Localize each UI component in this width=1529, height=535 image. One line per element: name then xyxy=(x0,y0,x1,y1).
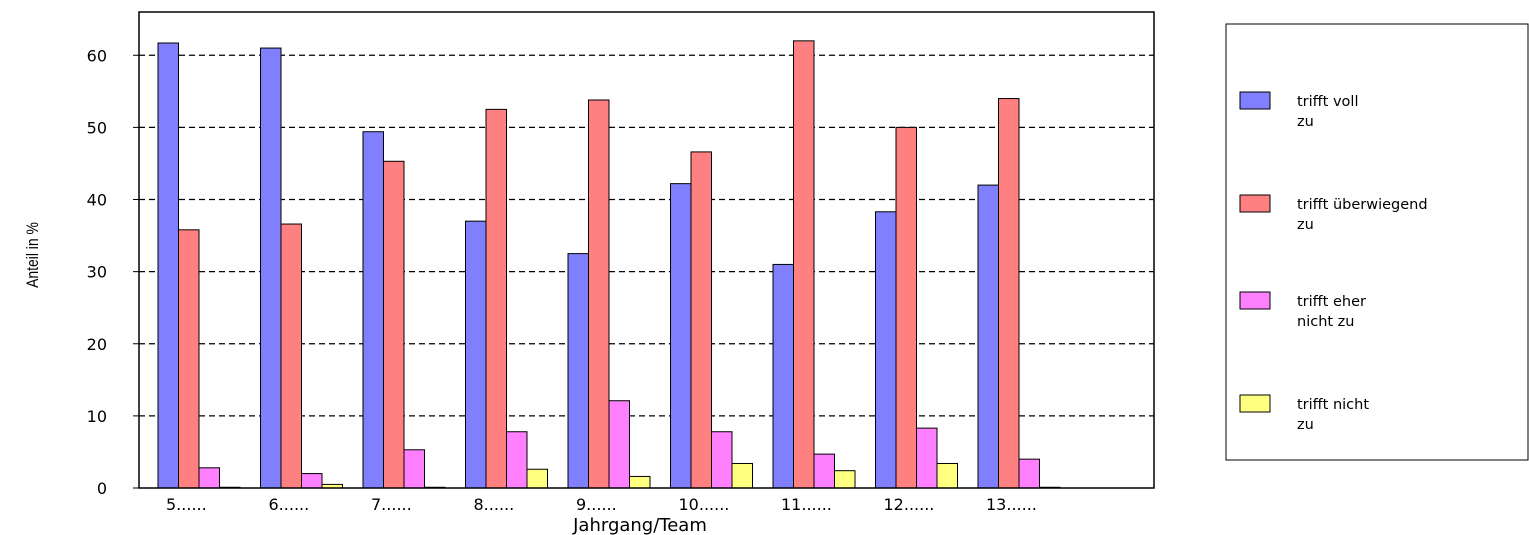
bars xyxy=(157,40,1061,489)
legend-label: nicht zu xyxy=(1297,314,1354,330)
bar xyxy=(998,98,1020,489)
bar xyxy=(670,183,692,489)
bar xyxy=(198,467,220,489)
bar xyxy=(916,427,938,489)
y-tick-label: 0 xyxy=(97,479,107,498)
x-tick-label: 7...... xyxy=(371,495,412,514)
bar xyxy=(875,211,897,489)
bar xyxy=(1018,458,1040,489)
legend-label: trifft nicht xyxy=(1297,397,1369,413)
legend-label: trifft überwiegend xyxy=(1297,197,1428,213)
legend-swatch xyxy=(1239,91,1271,110)
bar xyxy=(690,151,712,489)
legend-label: trifft voll xyxy=(1297,94,1358,110)
bar xyxy=(383,160,405,489)
bar xyxy=(526,468,548,489)
x-tick-label: 5...... xyxy=(166,495,207,514)
legend-label: zu xyxy=(1297,114,1314,130)
y-axis-label: Anteil in % xyxy=(24,222,43,288)
bar xyxy=(608,400,630,489)
y-tick-label: 30 xyxy=(87,263,107,282)
bar xyxy=(895,126,917,489)
bar xyxy=(711,431,733,489)
y-tick-label: 10 xyxy=(87,407,107,426)
x-axis-label: Jahrgang/Team xyxy=(572,515,707,535)
bar xyxy=(629,475,651,489)
bar xyxy=(403,449,425,489)
bar xyxy=(834,470,856,489)
bar xyxy=(977,184,999,489)
x-tick-label: 9...... xyxy=(576,495,617,514)
legend-swatch xyxy=(1239,291,1271,310)
legend-swatch xyxy=(1239,194,1271,213)
bar xyxy=(731,462,753,489)
y-tick-label: 40 xyxy=(87,191,107,210)
legend: trifft voll zu trifft überwiegend zu trifft … xyxy=(1239,91,1428,433)
y-tick-label: 50 xyxy=(87,118,107,137)
x-tick-label: 10...... xyxy=(679,495,730,514)
bar xyxy=(793,40,815,489)
x-tick-label: 8...... xyxy=(474,495,515,514)
x-tick-label: 12...... xyxy=(884,495,935,514)
bar xyxy=(936,462,958,489)
legend-box xyxy=(1225,23,1529,461)
legend-label: zu xyxy=(1297,417,1314,433)
x-tick-label: 6...... xyxy=(269,495,310,514)
legend-label: trifft eher xyxy=(1297,294,1366,310)
bar xyxy=(465,220,487,489)
x-axis: 5...... 6...... 7...... 8...... 9...... 10...… xyxy=(166,495,1037,514)
bar xyxy=(280,223,302,489)
bar xyxy=(157,42,179,489)
bar xyxy=(301,473,323,489)
legend-label: zu xyxy=(1297,217,1314,233)
y-tick-label: 60 xyxy=(87,46,107,65)
bar xyxy=(588,99,610,489)
x-tick-label: 11...... xyxy=(781,495,832,514)
bar xyxy=(260,47,282,489)
y-axis: 0 10 20 30 40 50 60 xyxy=(87,46,139,498)
bar xyxy=(506,431,528,489)
y-tick-label: 20 xyxy=(87,335,107,354)
x-tick-label: 13...... xyxy=(986,495,1037,514)
bar xyxy=(178,229,200,489)
plot-frame xyxy=(138,11,1155,489)
bar xyxy=(772,263,794,489)
bar xyxy=(362,131,384,489)
legend-swatch xyxy=(1239,394,1271,413)
bar xyxy=(485,108,507,489)
bar xyxy=(567,253,589,489)
bar xyxy=(813,453,835,489)
